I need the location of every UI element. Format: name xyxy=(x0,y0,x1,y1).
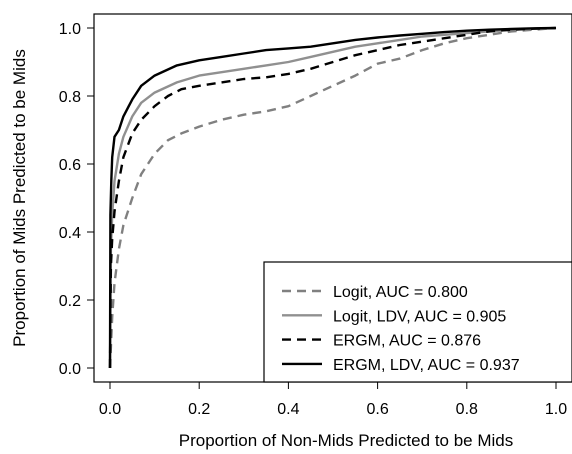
series-line-1 xyxy=(108,26,557,369)
legend: Logit, AUC = 0.800 Logit, LDV, AUC = 0.90… xyxy=(263,261,572,383)
legend-label: Logit, AUC = 0.800 xyxy=(333,284,468,301)
legend-box xyxy=(263,261,572,383)
x-tick-label: 0.0 xyxy=(99,401,121,418)
y-tick-label: 0.4 xyxy=(59,225,81,242)
y-tick-label: 1.0 xyxy=(59,21,81,38)
x-tick-label: 0.8 xyxy=(456,401,478,418)
series-line-2 xyxy=(108,26,557,369)
y-tick-label: 0.6 xyxy=(59,157,81,174)
legend-items: Logit, AUC = 0.800 Logit, LDV, AUC = 0.90… xyxy=(282,284,520,374)
legend-label: Logit, LDV, AUC = 0.905 xyxy=(333,308,506,325)
x-tick-label: 0.2 xyxy=(188,401,210,418)
x-axis-title: Proportion of Non-Mids Predicted to be M… xyxy=(179,431,514,450)
y-axis-title: Proportion of Mids Predicted to be Mids xyxy=(10,49,29,347)
x-axis: 0.0 0.2 0.4 0.6 0.8 1.0 xyxy=(99,381,567,418)
y-tick-label: 0.0 xyxy=(59,361,81,378)
x-tick-label: 1.0 xyxy=(545,401,567,418)
legend-label: ERGM, AUC = 0.876 xyxy=(333,333,481,350)
y-axis: 0.0 0.2 0.4 0.6 0.8 1.0 xyxy=(59,21,95,378)
y-tick-label: 0.2 xyxy=(59,293,81,310)
y-tick-label: 0.8 xyxy=(59,89,81,106)
x-tick-label: 0.6 xyxy=(366,401,388,418)
x-tick-label: 0.4 xyxy=(277,401,299,418)
series-line-4 xyxy=(108,26,557,369)
series-layer xyxy=(108,26,557,369)
legend-label: ERGM, LDV, AUC = 0.937 xyxy=(333,357,520,374)
series-line-3 xyxy=(108,26,557,369)
